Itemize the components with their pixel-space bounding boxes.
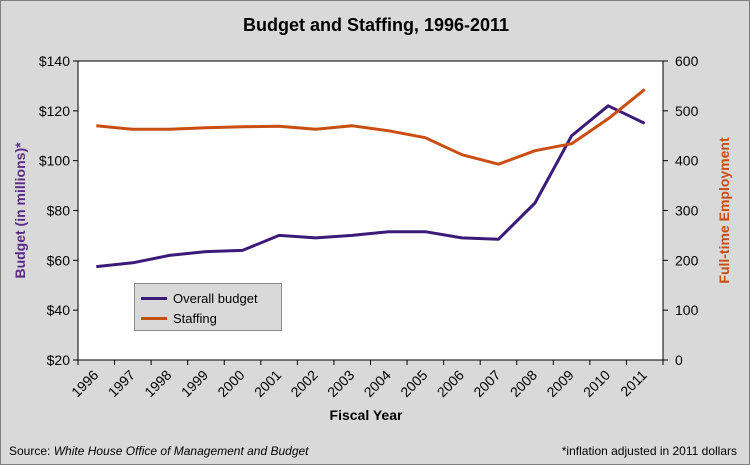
y-left-tick-label: $100	[39, 153, 70, 169]
x-tick-label: 1999	[178, 367, 211, 400]
series-line-budget	[96, 104, 646, 269]
x-tick-label: 2007	[470, 367, 503, 400]
chart-title: Budget and Staffing, 1996-2011	[242, 15, 510, 35]
y-left-tick-label: $120	[39, 103, 70, 119]
source-note: Source: White House Office of Management…	[9, 444, 309, 458]
y-left-tick-label: $60	[47, 252, 71, 268]
legend: Overall budget Staffing	[134, 283, 282, 331]
source-prefix: Source:	[9, 444, 54, 458]
source-name: White House Office of Management and Bud…	[53, 444, 309, 458]
y-right-axis-label: Full-time Employment	[716, 137, 732, 284]
x-tick-label: 2008	[507, 367, 540, 400]
series-line-staffing	[96, 88, 646, 166]
y-right-tick-label: 0	[675, 352, 683, 368]
x-tick-label: 2009	[543, 367, 576, 400]
x-tick-label: 1998	[141, 367, 174, 400]
x-axis-label: Fiscal Year	[329, 407, 403, 423]
y-left-axis-label: Budget (in millions)*	[12, 142, 28, 279]
y-right-tick-label: 400	[675, 153, 699, 169]
footnote: *inflation adjusted in 2011 dollars	[561, 444, 737, 458]
y-right-tick-label: 100	[675, 302, 699, 318]
y-right-tick-label: 500	[675, 103, 699, 119]
legend-swatch-budget	[141, 296, 167, 300]
legend-label-budget: Overall budget	[173, 290, 258, 306]
y-left-tick-label: $80	[47, 203, 71, 219]
legend-label-staffing: Staffing	[173, 310, 217, 326]
x-tick-label: 1996	[68, 367, 101, 400]
y-left-tick-label: $20	[47, 352, 71, 368]
x-tick-label: 2011	[617, 367, 650, 400]
legend-swatch-staffing	[141, 316, 167, 320]
x-tick-label: 2002	[287, 367, 320, 400]
y-right-tick-label: 600	[675, 53, 699, 69]
x-tick-label: 2006	[434, 367, 467, 400]
y-left-tick-label: $140	[39, 53, 70, 69]
legend-item-staffing: Staffing	[141, 310, 217, 326]
x-tick-label: 2001	[251, 367, 284, 400]
x-tick-label: 2000	[214, 367, 247, 400]
x-tick-label: 2003	[324, 367, 357, 400]
x-tick-label: 2005	[397, 367, 430, 400]
x-tick-label: 1997	[105, 367, 138, 400]
y-right-tick-label: 300	[675, 203, 699, 219]
legend-item-budget: Overall budget	[141, 290, 258, 306]
x-tick-label: 2004	[361, 367, 394, 400]
y-left-tick-label: $40	[47, 302, 71, 318]
y-right-tick-label: 200	[675, 252, 699, 268]
x-tick-label: 2010	[580, 367, 613, 400]
